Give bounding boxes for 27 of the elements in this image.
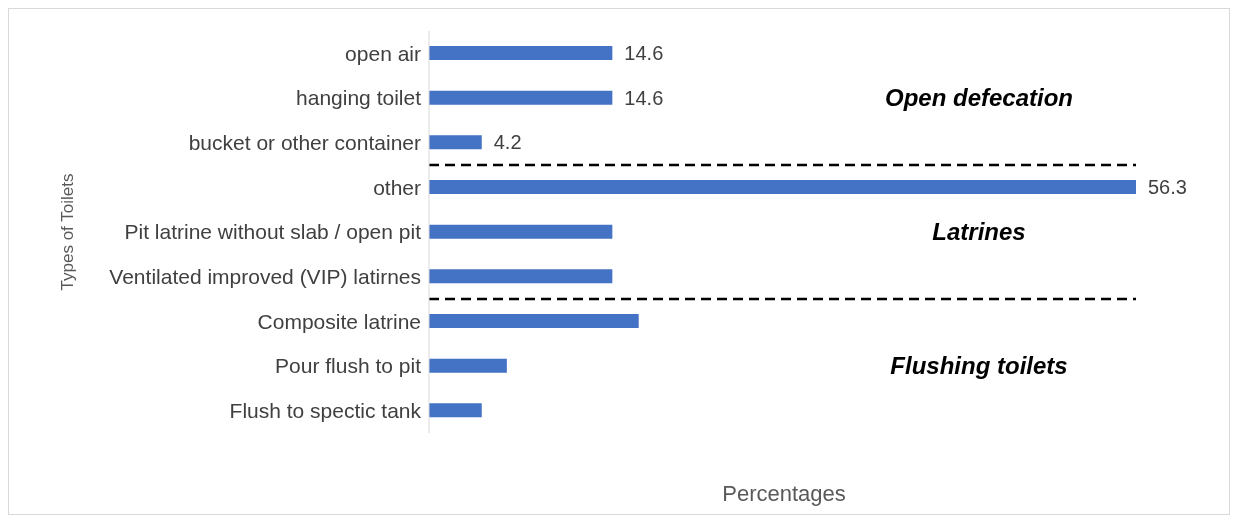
bar bbox=[429, 224, 613, 239]
data-label: 4.2 bbox=[493, 131, 522, 154]
bar bbox=[429, 314, 639, 328]
data-label: 14.6 bbox=[624, 42, 664, 65]
y-tick-label: other bbox=[373, 175, 421, 199]
bar bbox=[429, 90, 613, 105]
annotation: Latrines bbox=[931, 218, 1027, 246]
y-tick-label: bucket or other container bbox=[188, 131, 421, 155]
bar bbox=[429, 358, 507, 373]
bar bbox=[429, 135, 482, 150]
y-tick-label: Pour flush to pit bbox=[275, 354, 422, 378]
y-tick-label: hanging toilet bbox=[296, 86, 422, 110]
data-label: 56.3 bbox=[1148, 176, 1187, 199]
y-tick-label: Pit latrine without slab / open pit bbox=[124, 220, 422, 244]
y-axis-title: Types of Toilets bbox=[58, 173, 78, 291]
y-tick-label: Ventilated improved (VIP) latirnes bbox=[109, 265, 421, 289]
y-tick-label: open air bbox=[345, 41, 422, 65]
annotation: Flushing toilets bbox=[889, 352, 1069, 380]
bar bbox=[429, 403, 482, 418]
x-axis-title: Percentages bbox=[721, 481, 847, 507]
y-tick-label: Composite latrine bbox=[257, 309, 421, 333]
data-label: 14.6 bbox=[624, 86, 664, 109]
y-tick-label: Flush to spectic tank bbox=[229, 399, 422, 423]
annotation: Open defecation bbox=[884, 84, 1074, 112]
bar bbox=[429, 269, 613, 284]
bar bbox=[429, 46, 613, 60]
bar bbox=[429, 180, 1136, 194]
